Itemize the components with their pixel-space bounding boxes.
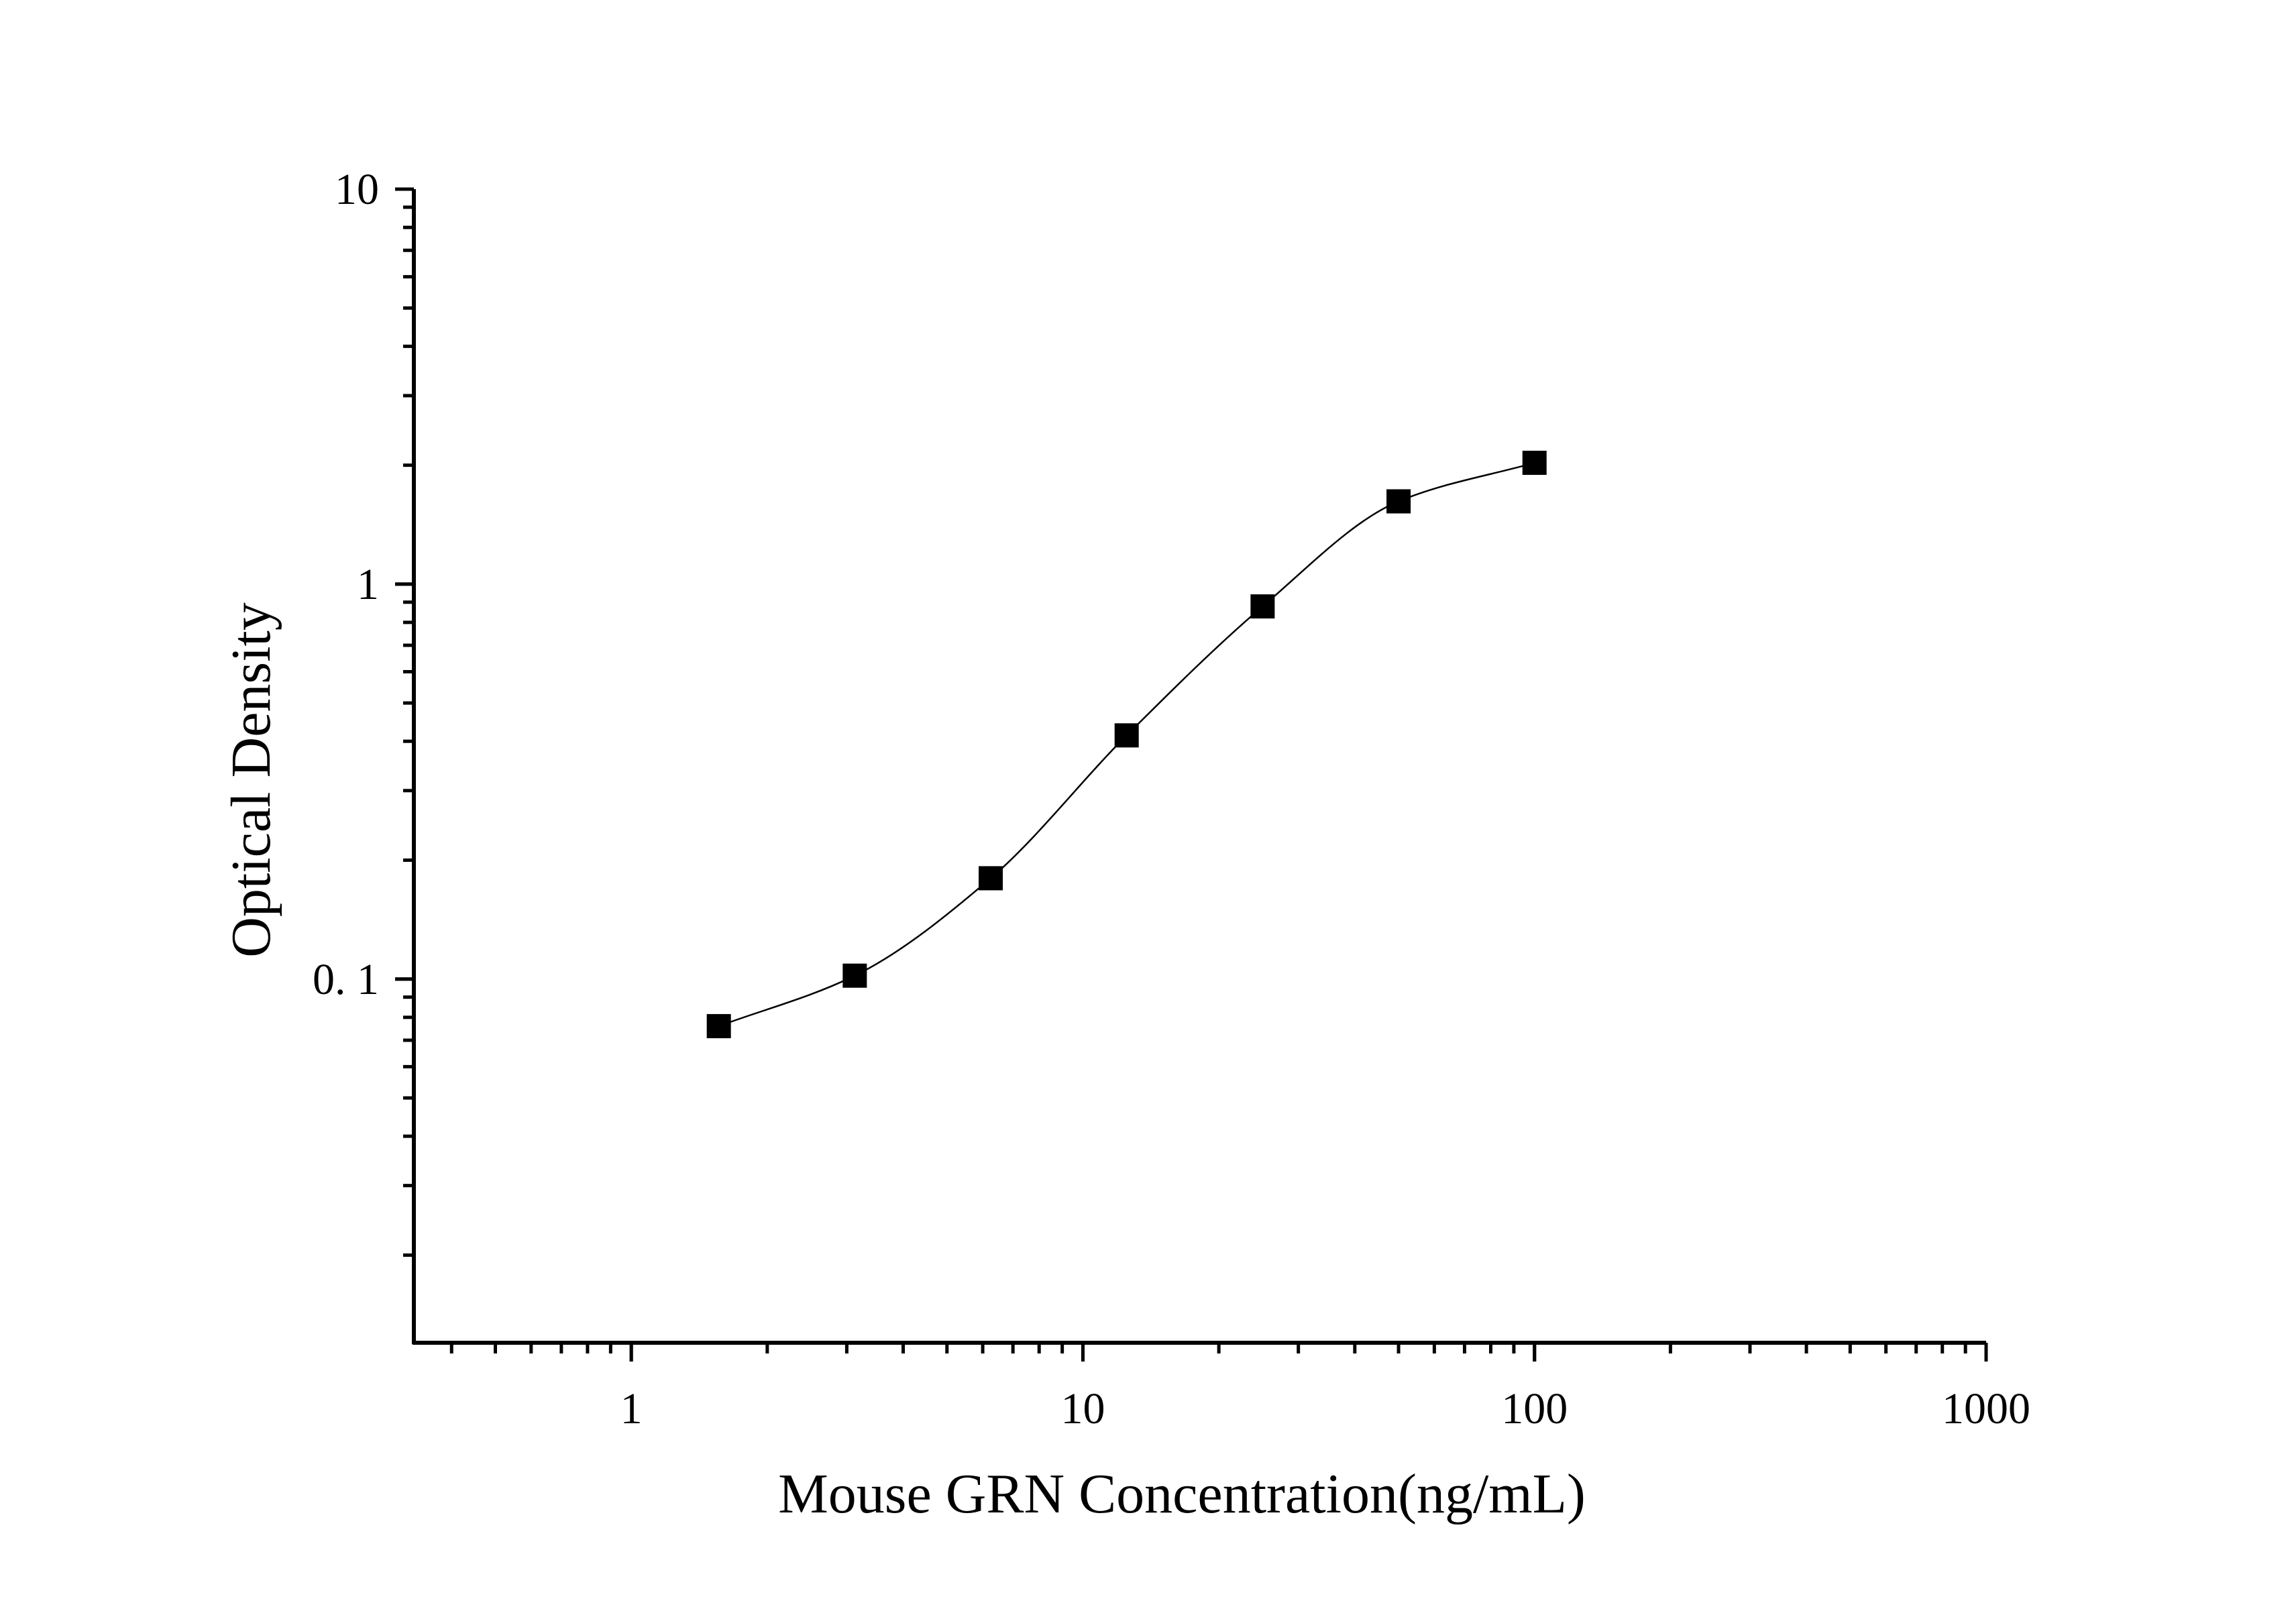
data-points [706,451,1547,1038]
data-point [1386,489,1411,514]
x-tick-label: 1 [620,1384,643,1433]
ticks [395,187,1988,1362]
axes [412,189,1986,1345]
data-point [842,963,867,988]
y-tick-label: 10 [335,165,379,214]
y-tick-label: 0. 1 [313,955,379,1004]
labels: 1 10 100 1000 0. 1 1 10 [313,165,2030,1433]
x-tick-label: 100 [1501,1384,1568,1433]
data-point [706,1013,731,1038]
data-point [1250,594,1275,619]
x-axis-title: Mouse GRN Concentration(ng/mL) [778,1463,1586,1525]
data-point [979,866,1003,891]
y-tick-label: 1 [357,560,379,609]
data-point [1114,723,1139,748]
y-axis-title: Optical Density [220,602,282,958]
x-tick-label: 10 [1060,1384,1105,1433]
x-tick-label: 1000 [1942,1384,2030,1433]
data-point [1522,451,1547,476]
